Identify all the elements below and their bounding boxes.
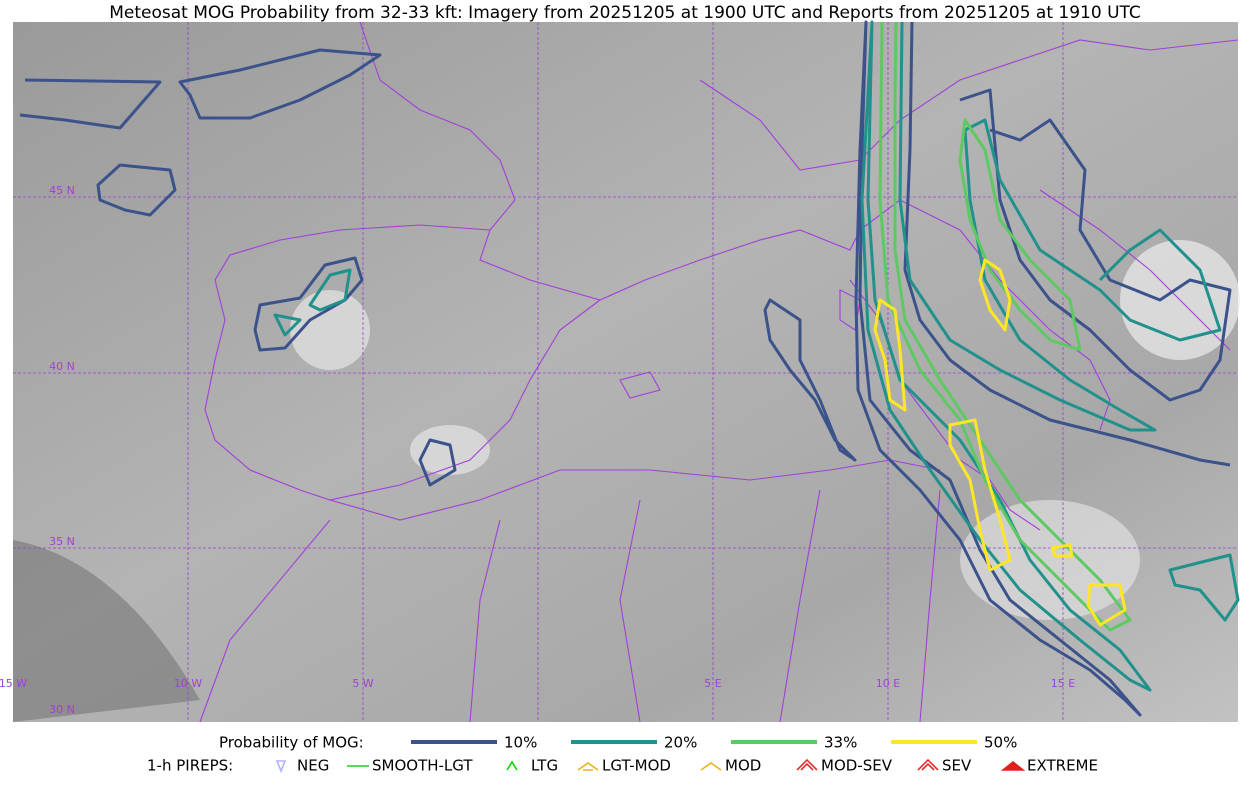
lon-label: 15 E [1051,677,1075,690]
legend-label: 20% [664,734,697,752]
legend-label: SMOOTH-LGT [372,757,473,775]
legend-label: SEV [942,757,972,775]
legend-label: 10% [504,734,537,752]
legend-title: Probability of MOG: [219,734,364,752]
lat-label: 45 N [49,184,75,197]
dark-region [13,540,200,722]
legend-label: 50% [984,734,1017,752]
legend-label: 33% [824,734,857,752]
pirep-symbol [1000,760,1026,771]
title: Meteosat MOG Probability from 32-33 kft:… [109,3,1141,23]
lon-label: 5 W [352,677,373,690]
legend-label: NEG [297,757,329,775]
legend-label: EXTREME [1027,757,1098,775]
lat-label: 40 N [49,360,75,373]
pirep-symbol [700,762,722,771]
lon-label: 15 W [0,677,27,690]
legend-label: MOD [725,757,761,775]
legend-title: 1-h PIREPS: [147,757,233,775]
pirep-symbol [796,758,818,771]
legend-label: MOD-SEV [821,757,893,775]
legend-label: LGT-MOD [602,757,671,775]
lon-label: 10 E [876,677,900,690]
lon-label: 5 E [704,677,721,690]
lat-label: 35 N [49,535,75,548]
pirep-symbol [275,760,287,774]
pirep-symbol [577,762,599,771]
legend: Probability of MOG: 10% 20% 33% 50% 1-h PIREP… [147,734,1098,775]
lat-label: 30 N [49,703,75,716]
legend-label: LTG [531,757,558,775]
mog-contours [19,20,1240,717]
map: 45 N 40 N 35 N 30 N 15 W 10 W 5 W 5 E 10 E 15 E [0,20,1240,723]
cloud [290,290,370,370]
lon-label: 10 W [174,677,202,690]
pirep-symbol [917,758,939,771]
pirep-symbol [506,760,518,771]
